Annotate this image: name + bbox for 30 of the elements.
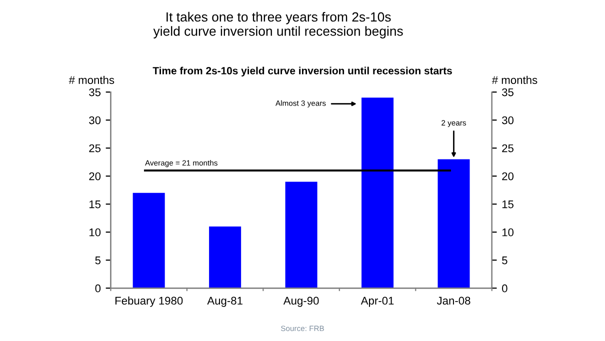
y-tick-label: 10 bbox=[89, 228, 101, 236]
bar bbox=[132, 192, 165, 288]
y2-tick-label: 5 bbox=[502, 256, 508, 264]
y-tick-label: 30 bbox=[89, 116, 101, 124]
bar bbox=[209, 226, 242, 288]
chart-subtitle: Time from 2s-10s yield curve inversion until recession starts bbox=[152, 66, 452, 76]
x-tick-label: Apr-01 bbox=[360, 296, 394, 307]
y-tick-label: 15 bbox=[89, 200, 101, 208]
y-tick-label: 5 bbox=[95, 256, 101, 264]
y-tick-label: 0 bbox=[95, 284, 101, 292]
y2-tick-label: 15 bbox=[502, 200, 514, 208]
x-tick-label: Jan-08 bbox=[436, 296, 470, 305]
y2-tick-label: 25 bbox=[502, 144, 514, 152]
x-tick-label: Aug-90 bbox=[283, 296, 319, 307]
bar bbox=[438, 159, 470, 288]
y2-tick-label: 0 bbox=[502, 284, 508, 292]
bar bbox=[362, 98, 394, 288]
x-tick-label: Febuary 1980 bbox=[115, 296, 183, 307]
x-tick-label: Aug-81 bbox=[207, 296, 242, 307]
bar bbox=[285, 182, 318, 288]
y2-tick-label: 20 bbox=[502, 172, 514, 180]
y-tick-label: 25 bbox=[89, 144, 101, 152]
y-tick-label: 35 bbox=[89, 88, 101, 96]
y2-tick-label: 30 bbox=[502, 116, 514, 124]
chart-title: It takes one to three years from 2s-10s yield curve inversion until recession begins bbox=[153, 12, 403, 38]
y2-tick-label: 10 bbox=[502, 228, 514, 236]
y2-axis-title: # months bbox=[492, 76, 538, 84]
y2-tick-label: 35 bbox=[502, 88, 514, 96]
y-axis-title: # months bbox=[68, 76, 114, 84]
y-tick-label: 20 bbox=[89, 172, 101, 180]
